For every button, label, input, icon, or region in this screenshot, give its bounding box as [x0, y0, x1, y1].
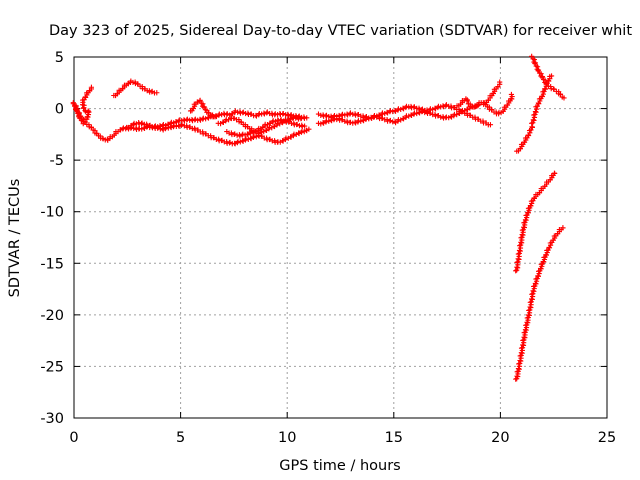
data-point: [176, 123, 182, 129]
data-point: [561, 95, 567, 101]
data-point: [184, 116, 190, 122]
data-point: [531, 112, 537, 118]
data-point: [515, 366, 522, 372]
data-point: [345, 112, 351, 118]
y-axis-label: SDTVAR / TECUs: [7, 179, 23, 298]
data-point: [347, 119, 354, 125]
data-point: [88, 84, 95, 90]
x-tick-label: 25: [598, 430, 616, 446]
data-point: [530, 117, 536, 123]
x-tick-label: 10: [278, 430, 296, 446]
data-point: [331, 113, 338, 119]
data-point: [513, 268, 519, 274]
data-point: [527, 304, 533, 310]
y-tick-label: -5: [50, 153, 64, 169]
data-point: [339, 111, 346, 117]
data-point: [304, 115, 310, 121]
data-point: [548, 73, 555, 79]
y-tick-label: -20: [40, 308, 64, 324]
data-point: [212, 114, 218, 120]
data-point: [290, 114, 297, 121]
data-point: [83, 109, 89, 115]
x-ticks: 0 5 10 15 20 25: [69, 57, 616, 446]
data-point: [514, 264, 520, 270]
data-point: [514, 259, 520, 266]
data-point: [497, 79, 503, 85]
data-point: [272, 111, 278, 117]
data-point: [240, 131, 246, 137]
data-point: [237, 133, 243, 139]
data-point: [353, 120, 359, 126]
data-points: [70, 53, 567, 382]
x-tick-label: 15: [385, 430, 403, 446]
data-point: [387, 108, 394, 114]
data-point: [440, 104, 447, 110]
data-point: [171, 123, 177, 129]
data-point: [529, 120, 535, 126]
x-tick-label: 20: [491, 430, 509, 446]
data-point: [533, 106, 540, 112]
y-tick-label: 0: [55, 102, 64, 118]
data-point: [515, 256, 521, 262]
plot-frame: [73, 56, 608, 419]
x-tick-label: 5: [176, 430, 185, 446]
data-point: [551, 170, 558, 176]
data-point: [532, 108, 539, 115]
data-point: [329, 114, 335, 121]
data-point: [306, 126, 312, 132]
data-point: [517, 357, 523, 364]
data-point: [508, 91, 515, 98]
data-point: [560, 225, 566, 231]
data-point: [192, 116, 198, 122]
data-point: [168, 124, 174, 131]
data-point: [117, 127, 124, 133]
grid: [74, 57, 607, 418]
y-tick-label: -30: [40, 411, 64, 427]
data-point: [517, 243, 523, 249]
x-axis-label: GPS time / hours: [279, 458, 400, 474]
data-point: [261, 111, 268, 117]
x-tick-label: 0: [69, 430, 78, 446]
data-point: [527, 299, 533, 305]
data-point: [160, 122, 166, 128]
data-point: [516, 247, 523, 254]
data-point: [516, 361, 522, 367]
data-point: [154, 90, 160, 96]
data-point: [181, 118, 188, 124]
data-point: [515, 251, 521, 257]
data-point: [529, 291, 535, 297]
data-point: [197, 117, 204, 123]
data-point: [189, 118, 196, 124]
data-point: [337, 113, 343, 119]
y-tick-label: -25: [40, 359, 64, 375]
data-point: [298, 115, 305, 121]
chart-title: Day 323 of 2025, Sidereal Day-to-day VTE…: [49, 23, 632, 39]
y-ticks: 5 0 -5 -10 -15 -20 -25 -30: [40, 50, 607, 427]
y-tick-label: -15: [40, 256, 64, 272]
y-tick-label: -10: [40, 205, 64, 221]
y-tick-label: 5: [55, 50, 64, 66]
data-point: [464, 98, 470, 104]
data-point: [528, 296, 535, 302]
data-point: [176, 117, 182, 123]
data-point: [302, 123, 308, 129]
data-point: [487, 122, 494, 128]
data-point: [526, 307, 532, 314]
